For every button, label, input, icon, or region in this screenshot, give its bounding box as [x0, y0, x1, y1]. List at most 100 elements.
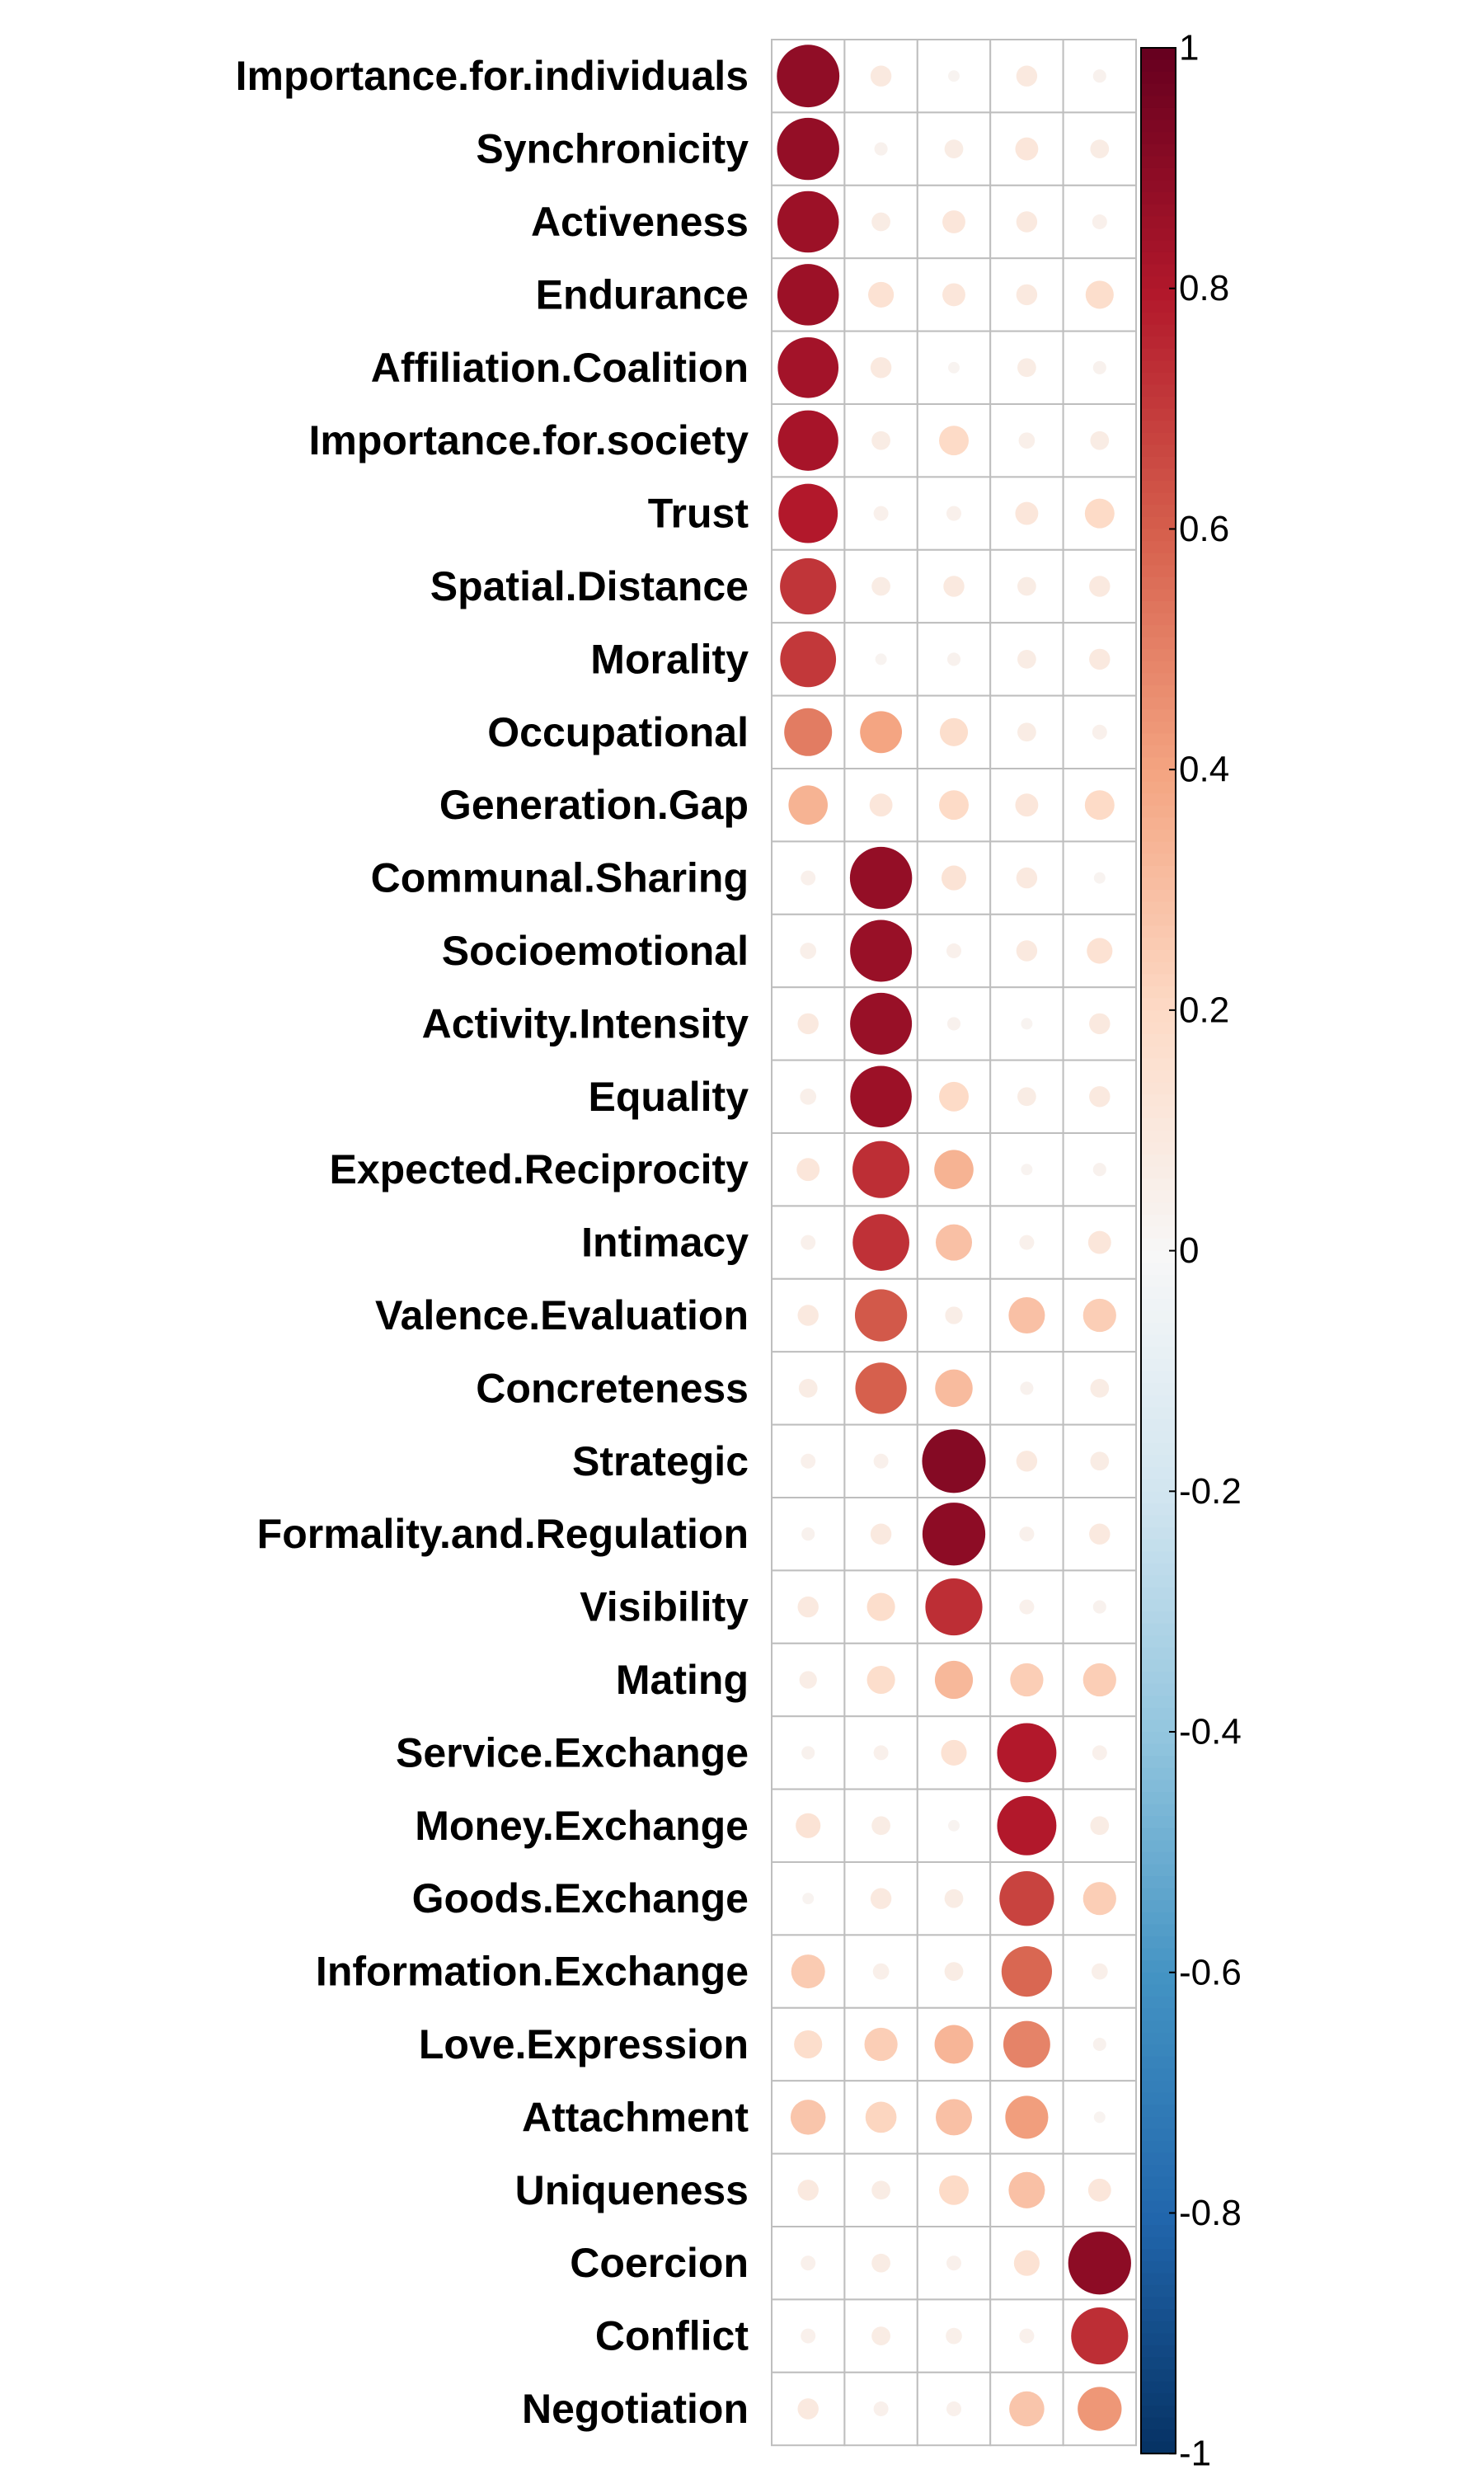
correlation-circle — [1021, 1018, 1033, 1030]
row-label: Importance.for.individuals — [236, 53, 749, 99]
colorbar-segment — [1141, 757, 1176, 770]
colorbar-segment — [1141, 408, 1176, 421]
colorbar-segment — [1141, 649, 1176, 662]
correlation-circle — [864, 2027, 898, 2062]
colorbar-segment — [1141, 1827, 1176, 1841]
colorbar-segment — [1141, 1515, 1176, 1528]
row-label: Strategic — [572, 1438, 749, 1484]
colorbar-segment — [1141, 1851, 1176, 1865]
colorbar-segment — [1141, 1960, 1176, 1973]
colorbar-tick-label: 0.8 — [1179, 268, 1229, 308]
correlation-circle — [1092, 1745, 1107, 1761]
correlation-circle — [948, 1819, 960, 1832]
colorbar-segment — [1141, 637, 1176, 651]
colorbar-segment — [1141, 336, 1176, 350]
colorbar-segment — [1141, 516, 1176, 530]
correlation-circle — [797, 1013, 819, 1035]
colorbar-tick-label: -0.8 — [1179, 2193, 1242, 2233]
correlation-circle — [1017, 358, 1036, 378]
correlation-circle — [1087, 2178, 1111, 2202]
correlation-circle — [948, 361, 960, 374]
correlation-circle — [1068, 2232, 1131, 2295]
colorbar-segment — [1141, 1563, 1176, 1577]
colorbar-segment — [1141, 2068, 1176, 2081]
correlation-circle — [1016, 867, 1038, 889]
grid-cell — [843, 330, 918, 406]
colorbar-segment — [1141, 914, 1176, 927]
colorbar-segment — [1141, 1672, 1176, 1685]
correlation-circle — [997, 1795, 1057, 1856]
row-label: Negotiation — [522, 2386, 749, 2432]
correlation-circle — [855, 1362, 907, 1414]
colorbar-segment — [1141, 1431, 1176, 1444]
correlation-circle — [1090, 1816, 1110, 1836]
colorbar-segment — [1141, 444, 1176, 458]
row-label: Morality — [590, 636, 749, 682]
colorbar-segment — [1141, 2225, 1176, 2238]
row-label: Information.Exchange — [316, 1949, 749, 1995]
correlation-circle — [1016, 940, 1038, 962]
colorbar-segment — [1141, 1226, 1176, 1239]
correlation-circle — [1019, 1235, 1035, 1250]
correlation-circle — [797, 2398, 819, 2420]
colorbar-segment — [1141, 1539, 1176, 1553]
correlation-circle — [866, 1665, 895, 1695]
correlation-circle — [1019, 2328, 1035, 2344]
correlation-circle — [1015, 793, 1039, 817]
colorbar-segment — [1141, 120, 1176, 133]
row-label: Socioemotional — [442, 928, 749, 974]
correlation-circle — [939, 1081, 969, 1112]
correlation-circle — [1021, 1164, 1033, 1176]
row-label: Formality.and.Regulation — [257, 1511, 749, 1557]
correlation-circle — [873, 2401, 889, 2416]
colorbar-tick-label: -0.2 — [1179, 1471, 1242, 1512]
colorbar-tick-label: 0.2 — [1179, 990, 1229, 1030]
correlation-circle — [777, 336, 839, 398]
colorbar-segment — [1141, 1455, 1176, 1468]
correlation-circle — [944, 1888, 964, 1908]
colorbar-segment — [1141, 1924, 1176, 1937]
colorbar-segment — [1141, 1106, 1176, 1119]
colorbar-segment — [1141, 553, 1176, 566]
correlation-circle — [1089, 648, 1111, 670]
colorbar-segment — [1141, 1491, 1176, 1504]
colorbar-segment — [1141, 132, 1176, 145]
colorbar-segment — [1141, 2081, 1176, 2094]
colorbar-segment — [1141, 324, 1176, 337]
colorbar-segment — [1141, 2260, 1176, 2274]
colorbar-segment — [1141, 312, 1176, 326]
row-label: Concreteness — [476, 1365, 749, 1411]
colorbar-segment — [1141, 384, 1176, 397]
correlation-circle — [1003, 2020, 1050, 2068]
colorbar-segment — [1141, 1791, 1176, 1805]
colorbar-segment — [1141, 2152, 1176, 2166]
correlation-circle — [875, 653, 887, 666]
correlation-circle — [852, 1214, 909, 1271]
correlation-circle — [850, 920, 913, 982]
row-label: Spatial.Distance — [430, 563, 749, 609]
correlation-circle — [939, 426, 969, 456]
colorbar-segment — [1141, 2200, 1176, 2214]
row-label: Activeness — [531, 199, 749, 245]
correlation-circle — [1092, 214, 1107, 229]
correlation-circle — [777, 190, 839, 253]
colorbar-segment — [1141, 2417, 1176, 2430]
correlation-circle — [868, 281, 895, 308]
correlation-circle — [1001, 1945, 1053, 1997]
correlation-circle — [1084, 498, 1115, 529]
colorbar-segment — [1141, 949, 1176, 963]
correlation-circle — [1092, 360, 1106, 374]
colorbar-segment — [1141, 1094, 1176, 1108]
colorbar-segment — [1141, 1732, 1176, 1745]
colorbar-segment — [1141, 1683, 1176, 1697]
correlation-circle — [801, 2328, 816, 2344]
row-label: Communal.Sharing — [371, 855, 749, 901]
colorbar-segment — [1141, 1371, 1176, 1384]
correlation-circle — [922, 1429, 986, 1493]
colorbar-segment — [1141, 2020, 1176, 2034]
colorbar-tick-label: -0.4 — [1179, 1712, 1242, 1752]
colorbar-tick-label: 0.6 — [1179, 509, 1229, 549]
correlation-circle — [1089, 1086, 1111, 1108]
row-label: Activity.Intensity — [422, 1000, 749, 1047]
colorbar-segment — [1141, 1551, 1176, 1564]
